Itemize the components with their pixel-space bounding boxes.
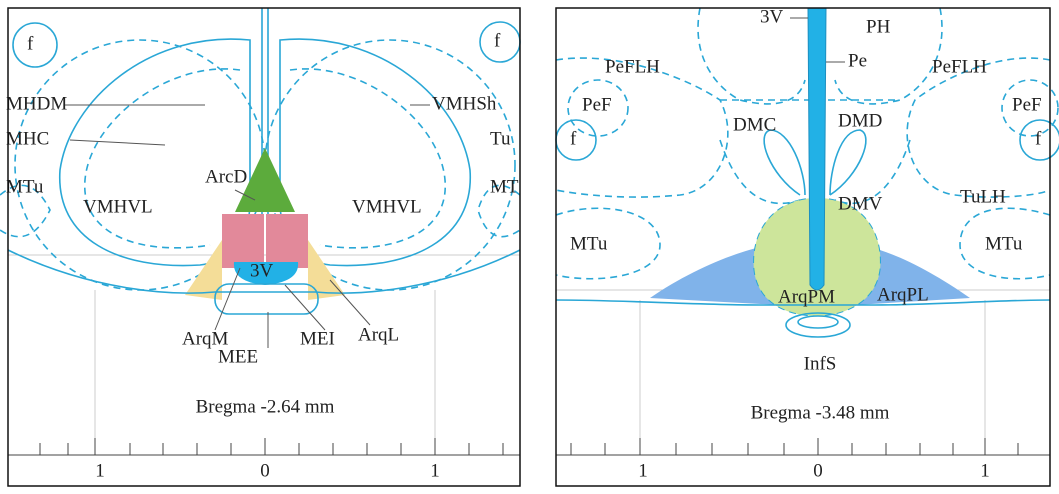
- label: MHC: [6, 128, 49, 149]
- scale-ticks: [570, 438, 1019, 455]
- fornix: [1019, 119, 1059, 161]
- dmc-loop: [763, 129, 806, 196]
- ventral-surface: [7, 249, 521, 294]
- label: 3V: [760, 6, 784, 27]
- dmd-loop: [829, 129, 867, 196]
- label: ArqPL: [877, 284, 929, 305]
- bregma: Bregma -2.64 mm: [196, 396, 335, 417]
- pef: [567, 79, 629, 137]
- scale-label: 1: [95, 460, 105, 481]
- label: PeFLH: [932, 56, 987, 77]
- scale-ticks: [39, 438, 504, 455]
- label: ArqL: [358, 324, 399, 345]
- mtu: [0, 184, 51, 238]
- label: DMD: [838, 110, 882, 131]
- label: f: [27, 33, 34, 54]
- label: DMV: [838, 193, 883, 214]
- leader: [214, 267, 241, 331]
- arcd: [235, 148, 295, 212]
- label: Tu: [490, 128, 511, 149]
- label: ArcD: [205, 166, 247, 187]
- leader: [234, 189, 256, 201]
- vmhvl: [84, 68, 241, 249]
- leader: [69, 139, 166, 146]
- arqpl-left: [650, 245, 780, 305]
- pefl: [906, 57, 1051, 198]
- label: PeF: [582, 94, 612, 115]
- label: VMHSh: [432, 93, 497, 114]
- label: PeF: [1012, 94, 1042, 115]
- scale-label: 0: [813, 460, 823, 481]
- mtu: [555, 207, 661, 280]
- panel-right: 3V PH Pe PeFLH PeFLH PeF PeF DMC DMD f f…: [555, 6, 1059, 487]
- infs: [785, 312, 851, 338]
- label: MTu: [6, 176, 44, 197]
- label: TuLH: [960, 186, 1006, 207]
- third-ventricle: [807, 7, 827, 291]
- arqm-right: [266, 214, 308, 268]
- panel-border: [555, 7, 1051, 487]
- label: Pe: [848, 50, 867, 71]
- label: InfS: [804, 353, 837, 374]
- label: 3V: [250, 260, 274, 281]
- mt: [477, 184, 521, 238]
- label: MT: [490, 176, 519, 197]
- leader: [284, 284, 326, 331]
- label: MHDM: [6, 93, 67, 114]
- scale-label: 0: [260, 460, 270, 481]
- panel-border: [7, 7, 521, 487]
- label: PeFLH: [605, 56, 660, 77]
- vmh: [279, 38, 471, 267]
- label: MEE: [218, 346, 258, 367]
- label: f: [1035, 128, 1042, 149]
- label: f: [570, 128, 577, 149]
- region: [697, 7, 806, 105]
- pefl: [555, 57, 729, 198]
- label: VMHVL: [352, 196, 422, 217]
- label: VMHVL: [83, 196, 153, 217]
- panel-left: f f MHDM VMHSh MHC Tu MTu ArcD VMHVL VMH…: [0, 7, 521, 487]
- label: MTu: [985, 233, 1023, 254]
- label: f: [494, 30, 501, 51]
- ventral-surface: [555, 299, 1051, 306]
- arqpl-right: [855, 245, 970, 305]
- region: [834, 7, 943, 105]
- scale-label: 1: [638, 460, 648, 481]
- bregma: Bregma -3.48 mm: [751, 402, 890, 423]
- label: PH: [866, 16, 891, 37]
- median-eminence: [214, 283, 319, 315]
- label: MTu: [570, 233, 608, 254]
- pef: [1001, 79, 1059, 137]
- arql-right: [308, 240, 345, 300]
- mtu: [959, 207, 1051, 280]
- scale-label: 1: [430, 460, 440, 481]
- label: ArqPM: [778, 286, 835, 307]
- fornix: [12, 22, 58, 68]
- leader: [329, 279, 371, 326]
- infs-inner: [797, 315, 839, 329]
- label: MEI: [300, 328, 335, 349]
- vmhvl: [289, 68, 446, 249]
- label: ArqM: [182, 328, 229, 349]
- arqm-left: [222, 214, 264, 268]
- vmh: [59, 38, 251, 267]
- label: DMC: [733, 114, 776, 135]
- third-ventricle: [233, 262, 299, 285]
- scale-label: 1: [980, 460, 990, 481]
- arql-left: [185, 240, 222, 300]
